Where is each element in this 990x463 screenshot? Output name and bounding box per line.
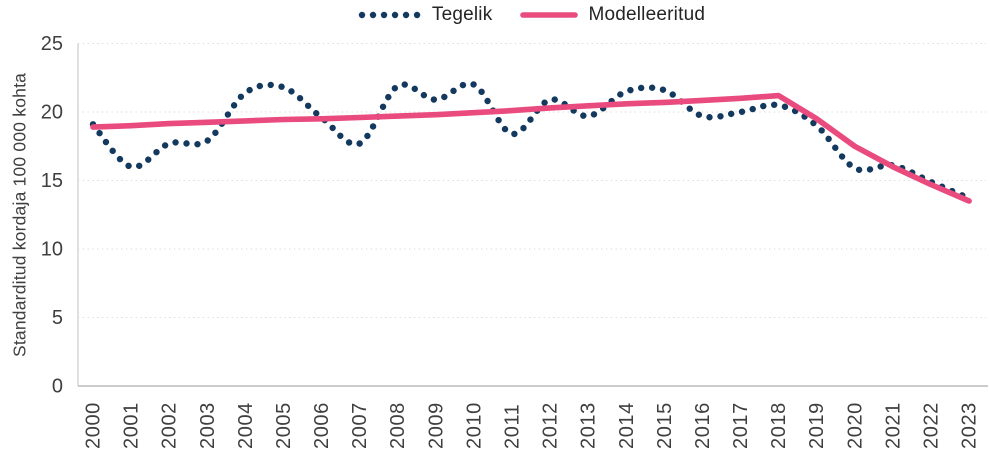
- x-tick-label: 2006: [311, 402, 333, 449]
- dotted-line-icon: [358, 11, 422, 19]
- x-tick-label: 2010: [463, 402, 485, 449]
- tegelik-line: [89, 80, 973, 202]
- x-tick-label: 2005: [273, 402, 295, 449]
- x-tick-label: 2008: [387, 402, 409, 449]
- x-tick-label: 2021: [882, 402, 904, 449]
- x-tick-label: 2009: [425, 402, 447, 449]
- x-tick-label: 2018: [768, 402, 790, 449]
- x-tick-label: 2000: [83, 402, 105, 449]
- x-tick-label: 2016: [692, 402, 714, 449]
- modelleeritud-line: [90, 92, 972, 204]
- y-axis-title: Standarditud kordaja 100 000 kohta: [9, 72, 30, 358]
- x-tick-label: 2019: [806, 402, 828, 449]
- x-tick-label: 2022: [920, 402, 942, 449]
- x-tick-label: 2007: [349, 402, 371, 449]
- legend-label-modelleeritud: Modelleeritud: [588, 4, 706, 25]
- x-tick-label: 2017: [730, 402, 752, 449]
- x-tick-label: 2013: [578, 402, 600, 449]
- y-tick-label: 0: [52, 376, 63, 398]
- x-tick-label: 2020: [844, 402, 866, 449]
- x-tick-label: 2002: [159, 402, 181, 449]
- legend-item-modelleeritud: Modelleeritud: [520, 4, 705, 26]
- y-tick-label: 15: [41, 170, 63, 192]
- legend: Tegelik Modelleeritud: [78, 4, 985, 26]
- x-tick-label: 2023: [959, 402, 981, 449]
- y-tick-label: 20: [41, 102, 63, 124]
- x-tick-label: 2001: [121, 402, 143, 449]
- x-tick-label: 2014: [616, 402, 638, 449]
- x-tick-label: 2011: [501, 404, 523, 449]
- x-tick-label: 2004: [235, 402, 257, 449]
- solid-line-icon: [520, 12, 579, 18]
- y-tick-label: 25: [41, 33, 63, 55]
- legend-label-tegelik: Tegelik: [431, 4, 493, 25]
- x-tick-label: 2015: [654, 402, 676, 449]
- y-tick-label: 5: [52, 307, 63, 329]
- y-tick-label: 10: [41, 239, 63, 261]
- legend-item-tegelik: Tegelik: [358, 4, 493, 26]
- x-tick-label: 2003: [197, 402, 219, 449]
- x-tick-label: 2012: [540, 402, 562, 449]
